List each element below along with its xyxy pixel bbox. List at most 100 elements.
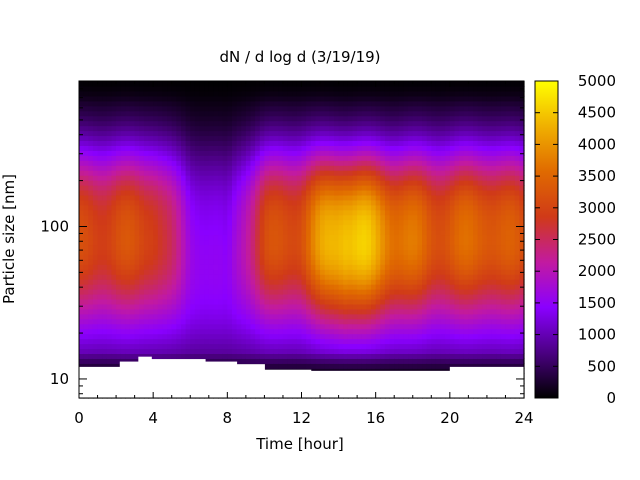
heatmap-cell bbox=[157, 269, 164, 275]
heatmap-cell bbox=[347, 308, 354, 315]
heatmap-cell bbox=[320, 115, 326, 122]
heatmap-cell bbox=[324, 259, 330, 265]
heatmap-cell bbox=[116, 185, 122, 191]
heatmap-cell bbox=[143, 353, 150, 359]
heatmap-cell bbox=[287, 145, 293, 151]
heatmap-cell bbox=[301, 185, 307, 191]
heatmap-cell bbox=[347, 323, 354, 330]
heatmap-cell bbox=[329, 90, 335, 97]
heatmap-cell bbox=[315, 110, 321, 117]
heatmap-cell bbox=[269, 249, 275, 255]
heatmap-cell bbox=[310, 209, 317, 216]
heatmap-cell bbox=[394, 358, 400, 364]
heatmap-cell bbox=[204, 298, 210, 305]
heatmap-cell bbox=[417, 90, 423, 97]
heatmap-cell bbox=[120, 214, 126, 221]
heatmap-cell bbox=[143, 140, 150, 146]
heatmap-cell bbox=[157, 150, 164, 156]
heatmap-cell bbox=[320, 358, 326, 364]
heatmap-cell bbox=[435, 105, 442, 112]
heatmap-cell bbox=[167, 308, 173, 315]
heatmap-cell bbox=[264, 209, 270, 216]
heatmap-cell bbox=[222, 333, 228, 340]
heatmap-cell bbox=[88, 333, 94, 340]
heatmap-cell bbox=[129, 308, 136, 315]
heatmap-cell bbox=[250, 259, 256, 265]
heatmap-cell bbox=[204, 249, 210, 255]
heatmap-cell bbox=[398, 155, 405, 161]
heatmap-cell bbox=[431, 323, 437, 330]
heatmap-cell bbox=[301, 130, 307, 137]
heatmap-cell bbox=[227, 343, 233, 350]
heatmap-cell bbox=[329, 85, 335, 92]
heatmap-cell bbox=[176, 81, 182, 87]
heatmap-cell bbox=[380, 313, 386, 320]
heatmap-cell bbox=[79, 224, 85, 231]
heatmap-cell bbox=[88, 358, 94, 364]
heatmap-cell bbox=[296, 239, 303, 246]
heatmap-cell bbox=[306, 318, 312, 325]
heatmap-cell bbox=[125, 343, 131, 350]
heatmap-cell bbox=[352, 293, 358, 300]
heatmap-cell bbox=[301, 189, 307, 196]
heatmap-cell bbox=[333, 214, 340, 221]
heatmap-cell bbox=[120, 249, 126, 255]
heatmap-cell bbox=[315, 224, 321, 231]
heatmap-cell bbox=[79, 160, 85, 166]
heatmap-cell bbox=[120, 160, 126, 166]
heatmap-cell bbox=[231, 293, 238, 300]
heatmap-cell bbox=[148, 323, 154, 330]
heatmap-cell bbox=[241, 100, 247, 107]
heatmap-cell bbox=[129, 204, 136, 211]
heatmap-cell bbox=[375, 313, 381, 320]
heatmap-cell bbox=[97, 219, 103, 226]
heatmap-cell bbox=[111, 259, 117, 265]
heatmap-cell bbox=[79, 95, 85, 102]
heatmap-cell bbox=[227, 180, 233, 186]
heatmap-cell bbox=[218, 224, 224, 231]
heatmap-cell bbox=[213, 110, 219, 117]
heatmap-cell bbox=[264, 323, 270, 330]
heatmap-cell bbox=[310, 279, 317, 285]
heatmap-cell bbox=[111, 199, 117, 206]
heatmap-cell bbox=[208, 308, 215, 315]
heatmap-cell bbox=[162, 348, 168, 355]
heatmap-cell bbox=[435, 189, 442, 196]
heatmap-cell bbox=[338, 160, 344, 166]
heatmap-cell bbox=[120, 150, 126, 156]
heatmap-cell bbox=[236, 135, 242, 142]
heatmap-cell bbox=[236, 279, 242, 285]
heatmap-cell bbox=[167, 284, 173, 290]
heatmap-cell bbox=[292, 204, 298, 211]
heatmap-cell bbox=[129, 189, 136, 196]
heatmap-cell bbox=[435, 313, 442, 320]
heatmap-cell bbox=[241, 254, 247, 260]
heatmap-cell bbox=[282, 180, 289, 186]
heatmap-cell bbox=[213, 81, 219, 87]
heatmap-cell bbox=[218, 160, 224, 166]
heatmap-cell bbox=[324, 289, 330, 295]
heatmap-cell bbox=[199, 105, 205, 112]
heatmap-cell bbox=[88, 219, 94, 226]
heatmap-cell bbox=[398, 239, 405, 246]
heatmap-cell bbox=[380, 135, 386, 142]
heatmap-cell bbox=[134, 90, 140, 97]
heatmap-cell bbox=[357, 125, 363, 132]
heatmap-cell bbox=[282, 358, 289, 364]
heatmap-cell bbox=[79, 140, 85, 146]
heatmap-cell bbox=[97, 214, 103, 221]
heatmap-cell bbox=[282, 293, 289, 300]
heatmap-cell bbox=[245, 199, 252, 206]
heatmap-cell bbox=[412, 189, 418, 196]
heatmap-cell bbox=[171, 189, 177, 196]
heatmap-cell bbox=[389, 363, 395, 369]
heatmap-cell bbox=[171, 353, 177, 359]
heatmap-cell bbox=[218, 328, 224, 335]
heatmap-cell bbox=[116, 90, 122, 97]
heatmap-cell bbox=[333, 274, 340, 280]
heatmap-cell bbox=[264, 343, 270, 350]
heatmap-cell bbox=[176, 338, 182, 345]
heatmap-cell bbox=[306, 189, 312, 196]
heatmap-cell bbox=[435, 160, 442, 166]
heatmap-cell bbox=[366, 125, 372, 132]
